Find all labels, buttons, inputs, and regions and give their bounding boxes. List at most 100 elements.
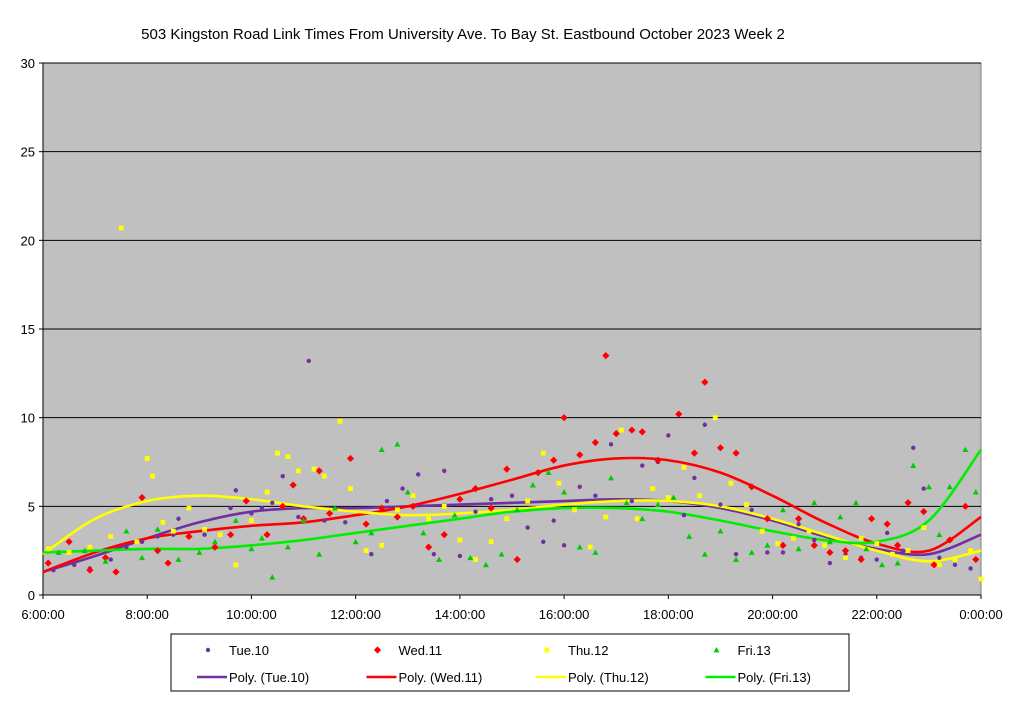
data-point [697, 493, 702, 499]
data-point [457, 553, 463, 559]
legend-label: Poly. (Thu.12) [568, 670, 649, 685]
data-point [858, 535, 864, 541]
data-point [264, 489, 270, 495]
data-point [936, 531, 943, 538]
data-point [154, 526, 161, 532]
data-point [379, 542, 385, 548]
data-point [331, 505, 338, 511]
data-point [603, 514, 609, 520]
data-point [202, 526, 207, 532]
trendline-1 [42, 497, 982, 574]
data-point [346, 454, 355, 463]
data-point [400, 486, 405, 491]
data-point [315, 467, 323, 475]
data-point [150, 473, 155, 479]
data-point [640, 463, 645, 468]
data-point [171, 532, 176, 537]
data-point [905, 548, 911, 554]
data-point [826, 538, 833, 545]
data-point [322, 518, 327, 523]
data-point [551, 518, 556, 523]
data-point [639, 515, 646, 522]
data-point [144, 456, 150, 461]
data-point [155, 534, 160, 539]
data-point [529, 482, 536, 488]
legend-label: Wed.11 [399, 643, 443, 658]
data-point [878, 561, 885, 568]
data-point [343, 520, 348, 525]
data-point [175, 556, 182, 562]
data-point [670, 494, 677, 500]
data-point [108, 557, 113, 562]
data-point [874, 557, 879, 562]
data-point [471, 485, 480, 493]
data-point [681, 513, 687, 518]
data-point [134, 539, 140, 545]
data-point [952, 562, 958, 568]
x-tick-label: 0:00:00 [959, 607, 1002, 622]
data-point [112, 568, 120, 576]
data-point [718, 502, 723, 507]
data-point [270, 500, 275, 505]
series-4 [55, 441, 979, 580]
y-tick-label: 30 [21, 56, 35, 71]
data-point [101, 554, 110, 562]
data-point [211, 538, 218, 545]
data-point [701, 378, 709, 386]
data-point [930, 561, 938, 569]
data-point [249, 511, 254, 516]
data-point [780, 550, 786, 555]
data-point [45, 546, 51, 552]
data-point [504, 516, 510, 522]
data-point [576, 451, 584, 459]
data-point [410, 493, 416, 499]
data-point [675, 410, 683, 418]
data-point [118, 225, 124, 231]
data-point [826, 548, 834, 557]
x-tick-label: 6:00:00 [21, 607, 64, 622]
data-point [654, 456, 662, 464]
data-point [442, 468, 447, 474]
data-point [436, 556, 443, 562]
data-point [233, 562, 239, 568]
data-point [852, 499, 859, 506]
data-point [577, 484, 582, 490]
data-point [164, 559, 172, 567]
data-point [326, 509, 334, 518]
data-point [946, 536, 954, 544]
x-tick-label: 16:00:00 [539, 607, 590, 622]
data-point [837, 513, 844, 520]
data-point [900, 548, 906, 553]
data-point [65, 538, 73, 546]
legend-marker [205, 647, 211, 653]
x-tick-label: 12:00:00 [330, 607, 381, 622]
data-point [108, 534, 114, 539]
legend-label: Poly. (Tue.10) [229, 670, 309, 685]
data-point [279, 502, 287, 510]
data-point [404, 489, 411, 495]
data-point [289, 481, 297, 489]
data-point [509, 493, 515, 498]
series-2 [44, 352, 980, 576]
x-tick-label: 14:00:00 [435, 607, 486, 622]
data-point [978, 576, 984, 582]
x-tick-label: 20:00:00 [747, 607, 798, 622]
data-point [369, 552, 374, 557]
data-point [593, 493, 598, 498]
data-point [457, 537, 463, 543]
data-point [280, 473, 285, 479]
data-point [425, 543, 433, 551]
data-point [795, 515, 803, 523]
data-point [867, 515, 876, 523]
series-1 [51, 358, 978, 573]
data-point [701, 551, 708, 557]
data-point [394, 507, 400, 513]
data-point [560, 414, 568, 422]
data-point [416, 472, 421, 477]
legend: Tue.10 Wed.11 Thu.12 Fri.13 Poly. (Tue.10) Po… [170, 633, 850, 692]
data-point [904, 499, 912, 507]
data-point [363, 548, 369, 554]
data-point [686, 533, 693, 539]
data-point [232, 517, 239, 523]
data-point [228, 505, 233, 511]
